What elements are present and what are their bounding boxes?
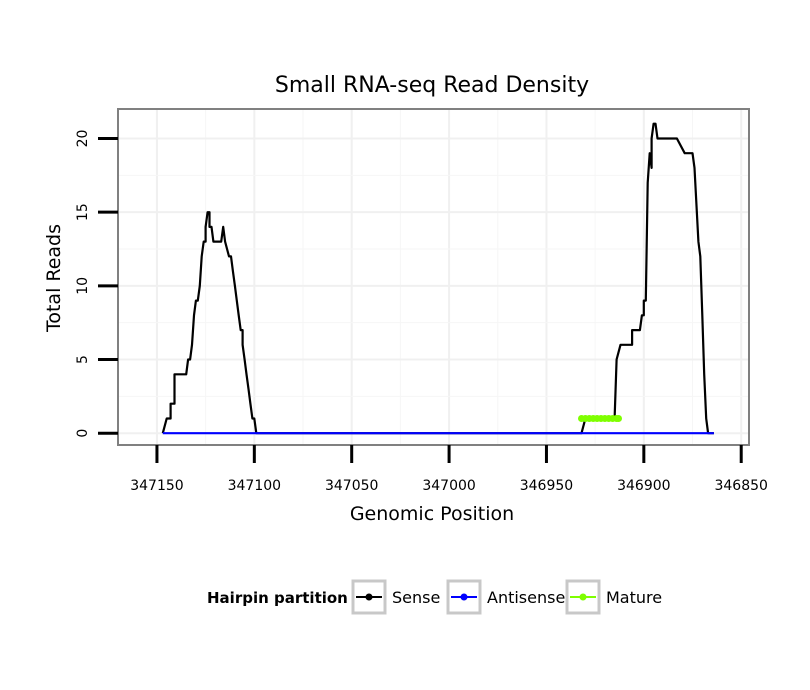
series-sense bbox=[161, 122, 714, 435]
x-tick-label: 346900 bbox=[617, 478, 670, 494]
series-line-sense bbox=[161, 122, 714, 435]
plot-panel-border bbox=[117, 108, 750, 446]
series-layer bbox=[161, 122, 714, 435]
legend-item-antisense: Antisense bbox=[446, 579, 565, 615]
x-axis-title: Genomic Position bbox=[350, 503, 514, 525]
x-tick-label: 346850 bbox=[714, 478, 767, 494]
y-tick-label: 0 bbox=[75, 429, 91, 438]
x-tick-label: 347100 bbox=[228, 478, 281, 494]
legend-label-mature: Mature bbox=[606, 588, 662, 607]
y-tick-label: 10 bbox=[75, 277, 91, 295]
x-tick-label: 347050 bbox=[325, 478, 378, 494]
x-axis: 347150 347100 347050 347000 346950 346900 3468… bbox=[118, 444, 768, 494]
legend-label-sense: Sense bbox=[392, 588, 440, 607]
y-tick-label: 20 bbox=[75, 130, 91, 148]
y-tick-label: 15 bbox=[75, 203, 91, 221]
y-axis: 0 5 10 15 20 bbox=[75, 130, 118, 438]
legend-key-sense-point bbox=[365, 593, 373, 601]
legend-key-mature-point bbox=[579, 593, 587, 601]
chart-title: Small RNA-seq Read Density bbox=[275, 73, 589, 98]
legend: Hairpin partition Sense Antisense Mature bbox=[207, 579, 662, 615]
y-axis-title: Total Reads bbox=[43, 224, 65, 333]
x-tick-label: 346950 bbox=[520, 478, 573, 494]
legend-label-antisense: Antisense bbox=[487, 588, 565, 607]
series-point-mature bbox=[615, 414, 623, 422]
legend-item-mature: Mature bbox=[565, 579, 662, 615]
series-mature bbox=[578, 414, 623, 422]
y-tick-label: 5 bbox=[75, 355, 91, 364]
legend-item-sense: Sense bbox=[351, 579, 440, 615]
legend-key-antisense-point bbox=[460, 593, 468, 601]
grid bbox=[118, 109, 749, 445]
x-tick-label: 347150 bbox=[130, 478, 183, 494]
x-tick-label: 347000 bbox=[422, 478, 475, 494]
legend-title: Hairpin partition bbox=[207, 589, 348, 607]
